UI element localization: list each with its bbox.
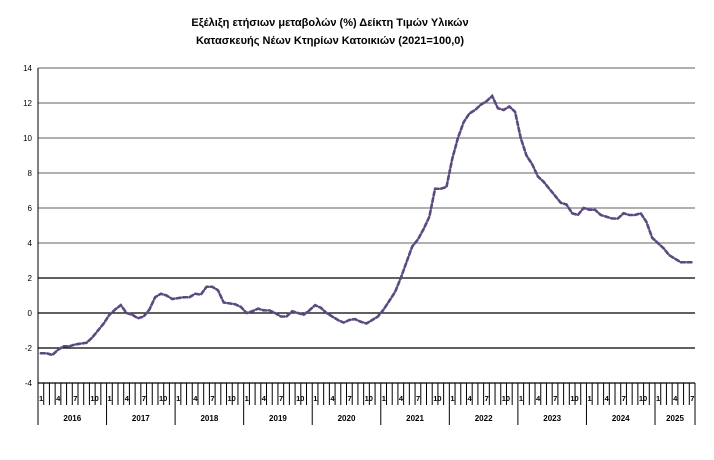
month-tick-label: 10 [90,394,98,403]
month-tick-label: 4 [262,394,267,403]
month-tick-label: 7 [73,394,77,403]
month-tick-label: 4 [330,394,335,403]
year-label: 2018 [200,414,218,423]
month-tick-label: 1 [587,394,591,403]
month-tick-label: 1 [656,394,660,403]
month-tick-label: 7 [210,394,214,403]
month-tick-label: 10 [570,394,578,403]
month-tick-label: 1 [519,394,523,403]
year-label: 2022 [475,414,493,423]
month-tick-label: 1 [176,394,180,403]
month-tick-label: 7 [690,394,694,403]
year-label: 2021 [406,414,424,423]
y-tick-label: 8 [28,169,33,178]
month-tick-label: 7 [485,394,489,403]
month-tick-label: 1 [313,394,317,403]
month-tick-label: 10 [502,394,510,403]
month-tick-label: 4 [399,394,404,403]
month-tick-label: 10 [365,394,373,403]
chart-title-line-1: Εξέλιξη ετήσιων μεταβολών (%) Δείκτη Τιμ… [191,17,469,29]
month-tick-label: 10 [159,394,167,403]
month-tick-label: 10 [228,394,236,403]
month-tick-label: 4 [605,394,610,403]
month-tick-label: 4 [56,394,61,403]
year-label: 2024 [612,414,630,423]
y-tick-label: 10 [23,134,32,143]
year-label: 2019 [269,414,287,423]
month-tick-label: 4 [536,394,541,403]
year-label: 2023 [543,414,561,423]
year-label: 2016 [63,414,81,423]
month-tick-label: 7 [416,394,420,403]
y-tick-label: -2 [25,344,33,353]
month-tick-label: 10 [296,394,304,403]
month-tick-label: 7 [348,394,352,403]
year-label: 2025 [666,414,684,423]
month-tick-label: 4 [673,394,678,403]
month-tick-label: 4 [193,394,198,403]
year-label: 2017 [132,414,150,423]
y-tick-label: 2 [28,274,33,283]
month-tick-label: 7 [553,394,557,403]
y-tick-label: 6 [28,204,33,213]
month-tick-label: 7 [622,394,626,403]
month-tick-label: 10 [639,394,647,403]
y-tick-label: 0 [28,309,33,318]
month-tick-label: 1 [245,394,249,403]
month-tick-label: 10 [433,394,441,403]
month-tick-label: 1 [39,394,43,403]
month-tick-label: 4 [125,394,130,403]
month-tick-label: 1 [450,394,454,403]
month-tick-label: 1 [108,394,112,403]
month-tick-label: 7 [279,394,283,403]
data-series-line [39,93,694,357]
y-tick-label: -4 [25,379,33,388]
month-tick-label: 1 [382,394,386,403]
year-label: 2020 [338,414,356,423]
month-tick-label: 4 [467,394,472,403]
y-tick-label: 4 [28,239,33,248]
month-tick-label: 7 [142,394,146,403]
chart-title-line-2: Κατασκευής Νέων Κτηρίων Κατοικιών (2021=… [195,35,465,47]
y-tick-label: 14 [23,64,32,73]
y-tick-label: 12 [23,99,32,108]
